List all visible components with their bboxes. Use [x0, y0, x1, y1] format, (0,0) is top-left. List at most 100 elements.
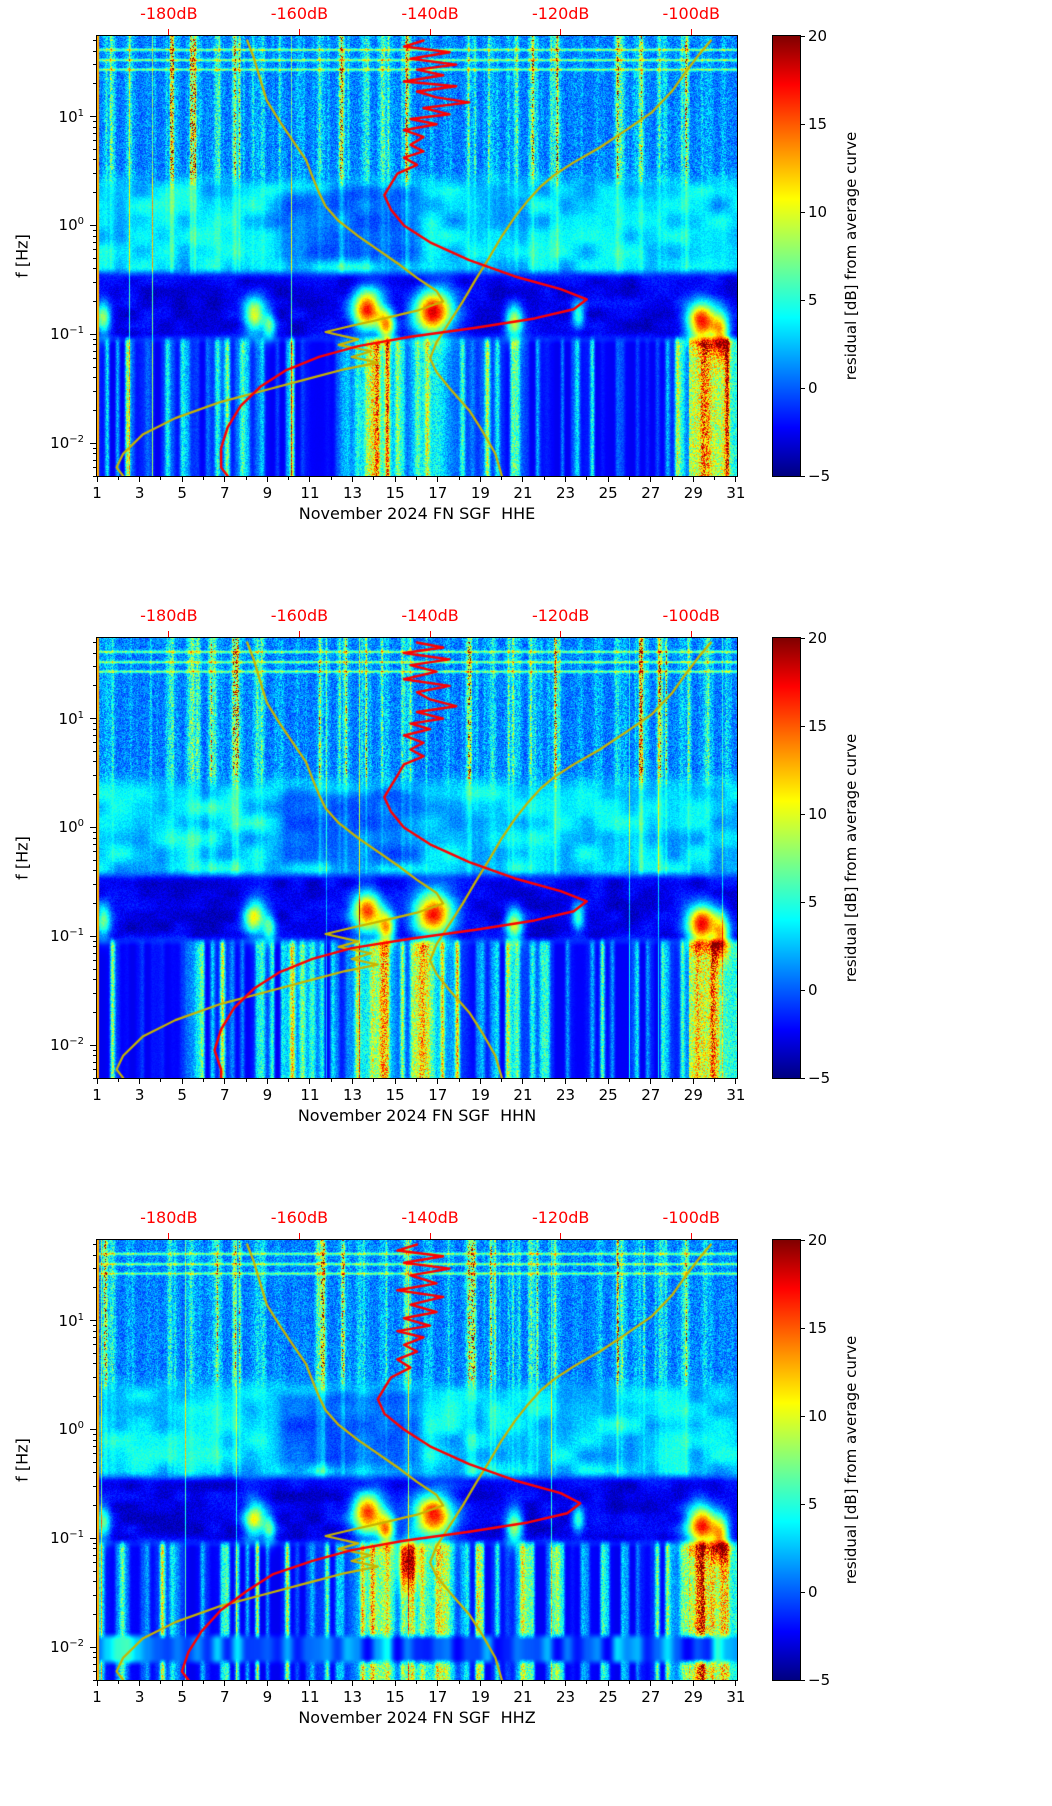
y-axis-tick-mark [90, 935, 96, 937]
top-axis-tick-mark [560, 631, 562, 637]
x-axis-tick-mark [735, 477, 737, 482]
x-axis-tick-label: 25 [598, 1688, 618, 1706]
y-axis-minor-tick [93, 1613, 96, 1615]
top-axis-tick-mark [168, 1233, 170, 1239]
colorbar-tick-mark [800, 123, 805, 125]
x-axis-minor-tick [330, 1681, 332, 1684]
x-axis-tick-label: 5 [177, 1086, 187, 1104]
x-axis-minor-tick [628, 1079, 630, 1082]
top-axis-tick-label: -140dB [401, 1208, 459, 1227]
colorbar-tick-label: 15 [808, 716, 828, 735]
x-axis-tick-mark [181, 1079, 183, 1084]
x-axis-tick-label: 29 [683, 484, 703, 502]
y-axis-minor-tick [93, 734, 96, 736]
y-axis-minor-tick [93, 140, 96, 142]
top-axis-tick-mark [298, 631, 300, 637]
x-axis-minor-tick [714, 1079, 716, 1082]
x-axis-minor-tick [628, 477, 630, 480]
y-axis-minor-tick [93, 1679, 96, 1681]
y-axis-minor-tick [93, 1651, 96, 1653]
colorbar-tick-mark [800, 35, 805, 37]
y-axis-tick-mark [90, 1044, 96, 1046]
x-axis-minor-tick [202, 1079, 204, 1082]
y-axis-minor-tick [93, 1352, 96, 1354]
colorbar-tick-label: 10 [808, 202, 828, 221]
x-axis-tick-label: 9 [262, 1086, 273, 1104]
x-axis-tick-label: 5 [177, 1688, 187, 1706]
x-axis-tick-mark [522, 1079, 524, 1084]
x-axis-tick-mark [479, 1079, 481, 1084]
x-axis-minor-tick [373, 477, 375, 480]
y-axis-minor-tick [93, 1657, 96, 1659]
x-axis-tick-mark [692, 1681, 694, 1686]
y-axis-minor-tick [93, 1581, 96, 1583]
x-axis-tick-label: 31 [726, 1086, 746, 1104]
colorbar-tick-label: −5 [808, 1068, 831, 1087]
x-axis-tick-mark [139, 477, 141, 482]
y-axis-minor-tick [93, 249, 96, 251]
x-axis-tick-mark [565, 1079, 567, 1084]
y-axis-tick-label: 10−2 [50, 434, 84, 453]
y-axis-minor-tick [93, 1542, 96, 1544]
colorbar-tick-label: 0 [808, 980, 818, 999]
colorbar-tick-label: 10 [808, 804, 828, 823]
x-axis-minor-tick [501, 1079, 503, 1082]
x-axis-tick-label: 9 [262, 1688, 273, 1706]
x-axis-tick-mark [650, 477, 652, 482]
y-axis-minor-tick [93, 723, 96, 725]
y-axis-minor-tick [93, 946, 96, 948]
x-axis-tick-mark [394, 477, 396, 482]
y-axis-minor-tick [93, 344, 96, 346]
y-axis-minor-tick [93, 742, 96, 744]
x-axis-minor-tick [245, 1681, 247, 1684]
y-axis-minor-tick [93, 1068, 96, 1070]
y-axis-minor-tick [93, 1570, 96, 1572]
colorbar-tick-label: 5 [808, 290, 818, 309]
x-axis-tick-mark [479, 477, 481, 482]
x-axis-tick-mark [437, 1079, 439, 1084]
colorbar-tick-mark [800, 725, 805, 727]
y-axis-minor-tick [93, 952, 96, 954]
y-axis-minor-tick [93, 1433, 96, 1435]
x-axis-label: November 2024 FN SGF HHN [297, 1106, 537, 1125]
y-axis-minor-tick [93, 837, 96, 839]
x-axis-minor-tick [160, 477, 162, 480]
top-axis-tick-mark [560, 1233, 562, 1239]
x-axis-tick-label: 27 [641, 1688, 661, 1706]
colorbar-tick-label: 15 [808, 1318, 828, 1337]
x-axis-minor-tick [415, 1079, 417, 1082]
x-axis-tick-mark [181, 477, 183, 482]
top-axis-tick-label: -140dB [401, 606, 459, 625]
y-axis-tick-label: 10−1 [50, 325, 84, 344]
x-axis-minor-tick [586, 1079, 588, 1082]
x-axis-tick-label: 31 [726, 484, 746, 502]
y-axis-minor-tick [93, 257, 96, 259]
y-axis-minor-tick [93, 1485, 96, 1487]
x-axis-minor-tick [160, 1079, 162, 1082]
y-axis-minor-tick [93, 1363, 96, 1365]
y-axis-minor-tick [93, 229, 96, 231]
x-axis-tick-label: 23 [556, 484, 576, 502]
spectrogram-heatmap-hhe [96, 35, 738, 477]
y-axis-minor-tick [93, 979, 96, 981]
top-axis-tick-label: -100dB [662, 1208, 721, 1227]
colorbar-tick-mark [800, 1077, 805, 1079]
y-axis-tick-label: 100 [58, 1420, 84, 1439]
x-axis-tick-label: 13 [343, 1688, 363, 1706]
x-axis-tick-label: 21 [513, 484, 533, 502]
y-axis-tick-mark [90, 1537, 96, 1539]
colorbar-tick-label: −5 [808, 1670, 831, 1689]
y-axis-tick-mark [90, 718, 96, 720]
colorbar-tick-mark [800, 1415, 805, 1417]
x-axis-tick-label: 3 [134, 484, 145, 502]
x-axis-tick-label: 21 [513, 1688, 533, 1706]
x-axis-tick-mark [522, 1681, 524, 1686]
x-axis-tick-label: 7 [220, 1086, 230, 1104]
y-axis-minor-tick [93, 377, 96, 379]
y-axis-minor-tick [93, 64, 96, 66]
top-axis-tick-mark [298, 1233, 300, 1239]
colorbar-tick-mark [800, 1327, 805, 1329]
x-axis-tick-mark [650, 1079, 652, 1084]
top-axis-tick-mark [168, 631, 170, 637]
x-axis-tick-mark [479, 1681, 481, 1686]
